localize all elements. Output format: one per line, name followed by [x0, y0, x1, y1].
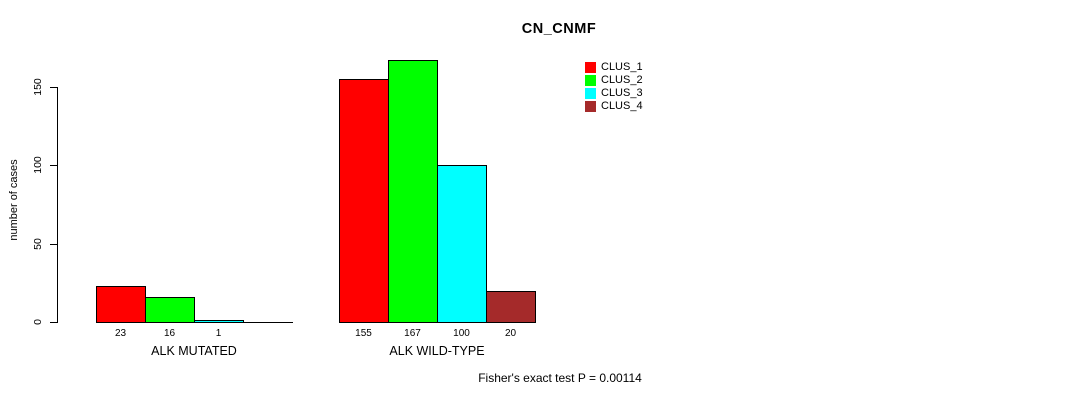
legend-entry-clus_4: CLUS_4 [585, 100, 643, 113]
bar-value-label: 16 [163, 328, 176, 339]
bar-clus_2-alk-wild-type [388, 60, 438, 323]
bar-clus_3-alk-mutated [194, 320, 244, 323]
legend-swatch-clus_1 [585, 62, 596, 73]
bar-clus_4-alk-wild-type [486, 291, 536, 323]
bar-value-label: 23 [114, 328, 127, 339]
legend-swatch-clus_4 [585, 101, 596, 112]
group-label-alk-wild-type: ALK WILD-TYPE [389, 344, 485, 358]
legend: CLUS_1 CLUS_2 CLUS_3 CLUS_4 [585, 61, 643, 113]
legend-label: CLUS_4 [601, 100, 643, 112]
y-tick-label: 100 [32, 156, 44, 174]
bar-value-label: 20 [504, 328, 517, 339]
bar-value-label: 100 [453, 328, 470, 339]
y-axis-line [57, 87, 58, 323]
bar-value-label: 1 [215, 328, 222, 339]
y-tick-label: 50 [32, 238, 44, 250]
bar-value-label: 155 [355, 328, 372, 339]
y-tick [50, 322, 57, 323]
legend-label: CLUS_1 [601, 61, 643, 73]
bar-clus_2-alk-mutated [145, 297, 195, 323]
chart-title: CN_CNMF [521, 21, 597, 37]
y-tick [50, 244, 57, 245]
bar-value-label: 167 [404, 328, 421, 339]
bar-clus_1-alk-mutated [96, 286, 146, 323]
y-axis-title: number of cases [8, 159, 20, 241]
group-label-alk-mutated: ALK MUTATED [151, 344, 237, 358]
legend-entry-clus_2: CLUS_2 [585, 74, 643, 87]
bar-clus_3-alk-wild-type [437, 165, 487, 323]
bar-clus_1-alk-wild-type [339, 79, 389, 323]
y-tick-label: 0 [32, 319, 44, 325]
y-tick-label: 150 [32, 78, 44, 96]
legend-swatch-clus_2 [585, 75, 596, 86]
legend-label: CLUS_3 [601, 87, 643, 99]
legend-entry-clus_1: CLUS_1 [585, 61, 643, 74]
y-tick [50, 87, 57, 88]
annotation-text: Fisher's exact test P = 0.00114 [478, 371, 642, 385]
legend-label: CLUS_2 [601, 74, 643, 86]
legend-swatch-clus_3 [585, 88, 596, 99]
legend-entry-clus_3: CLUS_3 [585, 87, 643, 100]
y-tick [50, 165, 57, 166]
